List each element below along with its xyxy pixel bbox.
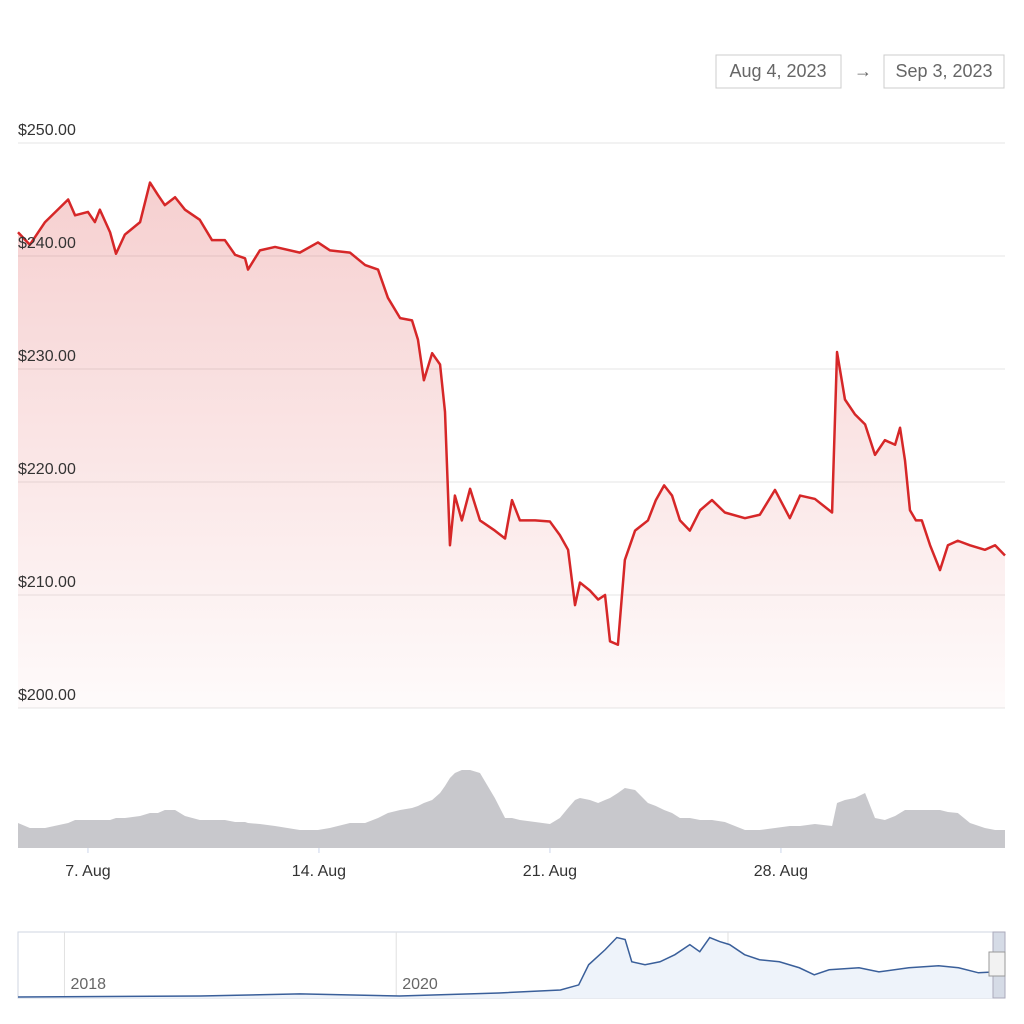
start-date[interactable]: Aug 4, 2023 [729, 61, 826, 81]
y-tick-label: $240.00 [18, 235, 76, 252]
x-tick-label: 28. Aug [754, 863, 808, 880]
navigator-area [18, 937, 996, 998]
end-date[interactable]: Sep 3, 2023 [895, 61, 992, 81]
navigator-tick-label: 2018 [70, 976, 106, 993]
x-tick-label: 14. Aug [292, 863, 346, 880]
navigator-handle[interactable] [988, 951, 1006, 977]
price-line [17, 181, 1006, 646]
start-date-input[interactable] [715, 54, 842, 89]
volume-area [18, 770, 1005, 848]
y-tick-label: $250.00 [18, 122, 76, 139]
y-tick-label: $210.00 [18, 574, 76, 591]
range-arrow: → [854, 61, 872, 81]
end-date-input[interactable] [883, 54, 1005, 89]
price-area [18, 182, 1005, 709]
x-tick-label: 21. Aug [523, 863, 577, 880]
navigator-line [17, 936, 996, 998]
y-tick-label: $200.00 [18, 687, 76, 704]
y-tick-label: $230.00 [18, 348, 76, 365]
y-tick-label: $220.00 [18, 461, 76, 478]
x-tick-label: 7. Aug [65, 863, 110, 880]
navigator-tick-label: 2020 [402, 976, 438, 993]
